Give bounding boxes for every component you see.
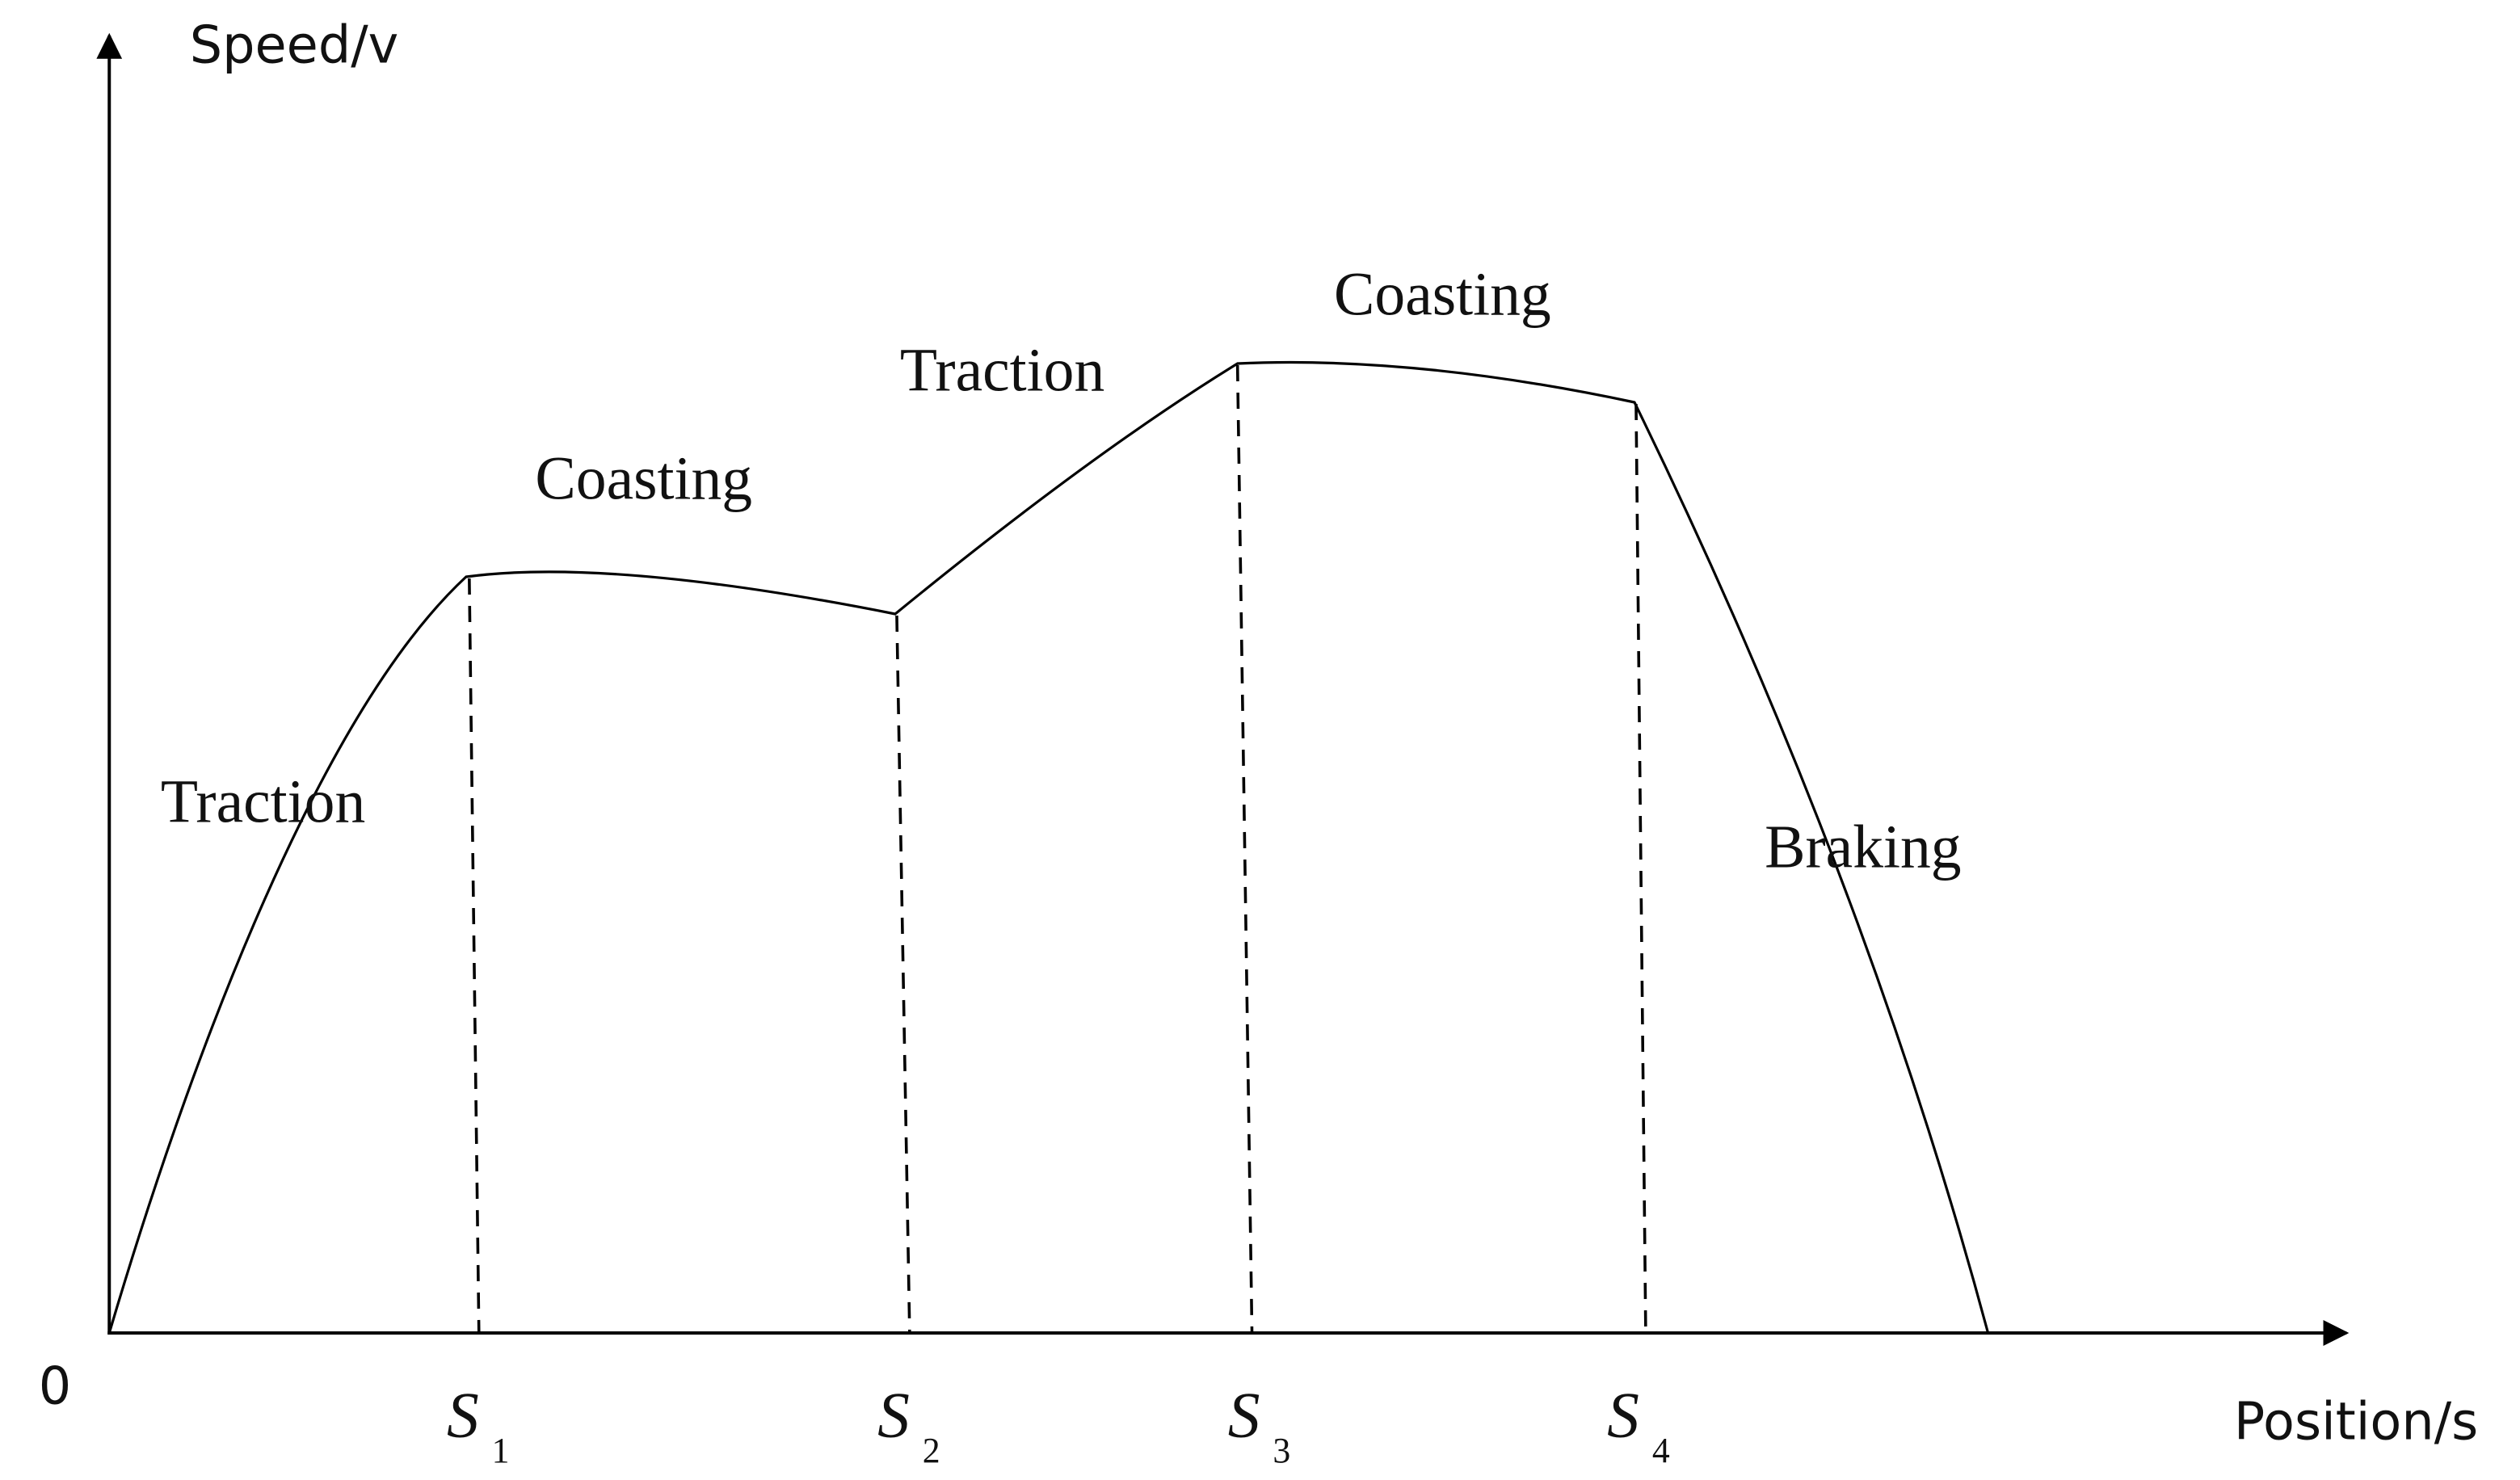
- speed-curve: [107, 360, 1990, 1334]
- divider: [1235, 364, 1254, 1334]
- position-dividers: [468, 364, 1647, 1334]
- position-subscript: 1: [492, 1432, 510, 1470]
- divider: [468, 578, 481, 1334]
- divider: [1634, 403, 1647, 1334]
- position-subscript: 3: [1273, 1432, 1290, 1470]
- position-subscript: 2: [923, 1432, 940, 1470]
- phase-label: Traction: [900, 336, 1104, 404]
- divider: [895, 615, 911, 1334]
- position-letter: S: [1228, 1380, 1260, 1451]
- phase-label: Braking: [1765, 813, 1961, 881]
- phase-label: Coasting: [535, 444, 752, 512]
- y-axis-label: Speed/v: [190, 15, 399, 75]
- origin-label: 0: [39, 1356, 71, 1416]
- position-letter: S: [1607, 1380, 1639, 1451]
- position-subscript: 4: [1652, 1432, 1670, 1470]
- phase-label: Traction: [161, 767, 365, 835]
- position-letter: S: [447, 1380, 479, 1451]
- x-axis-label: Position/s: [2234, 1392, 2478, 1452]
- phase-label: Coasting: [1334, 260, 1551, 328]
- position-letter: S: [877, 1380, 910, 1451]
